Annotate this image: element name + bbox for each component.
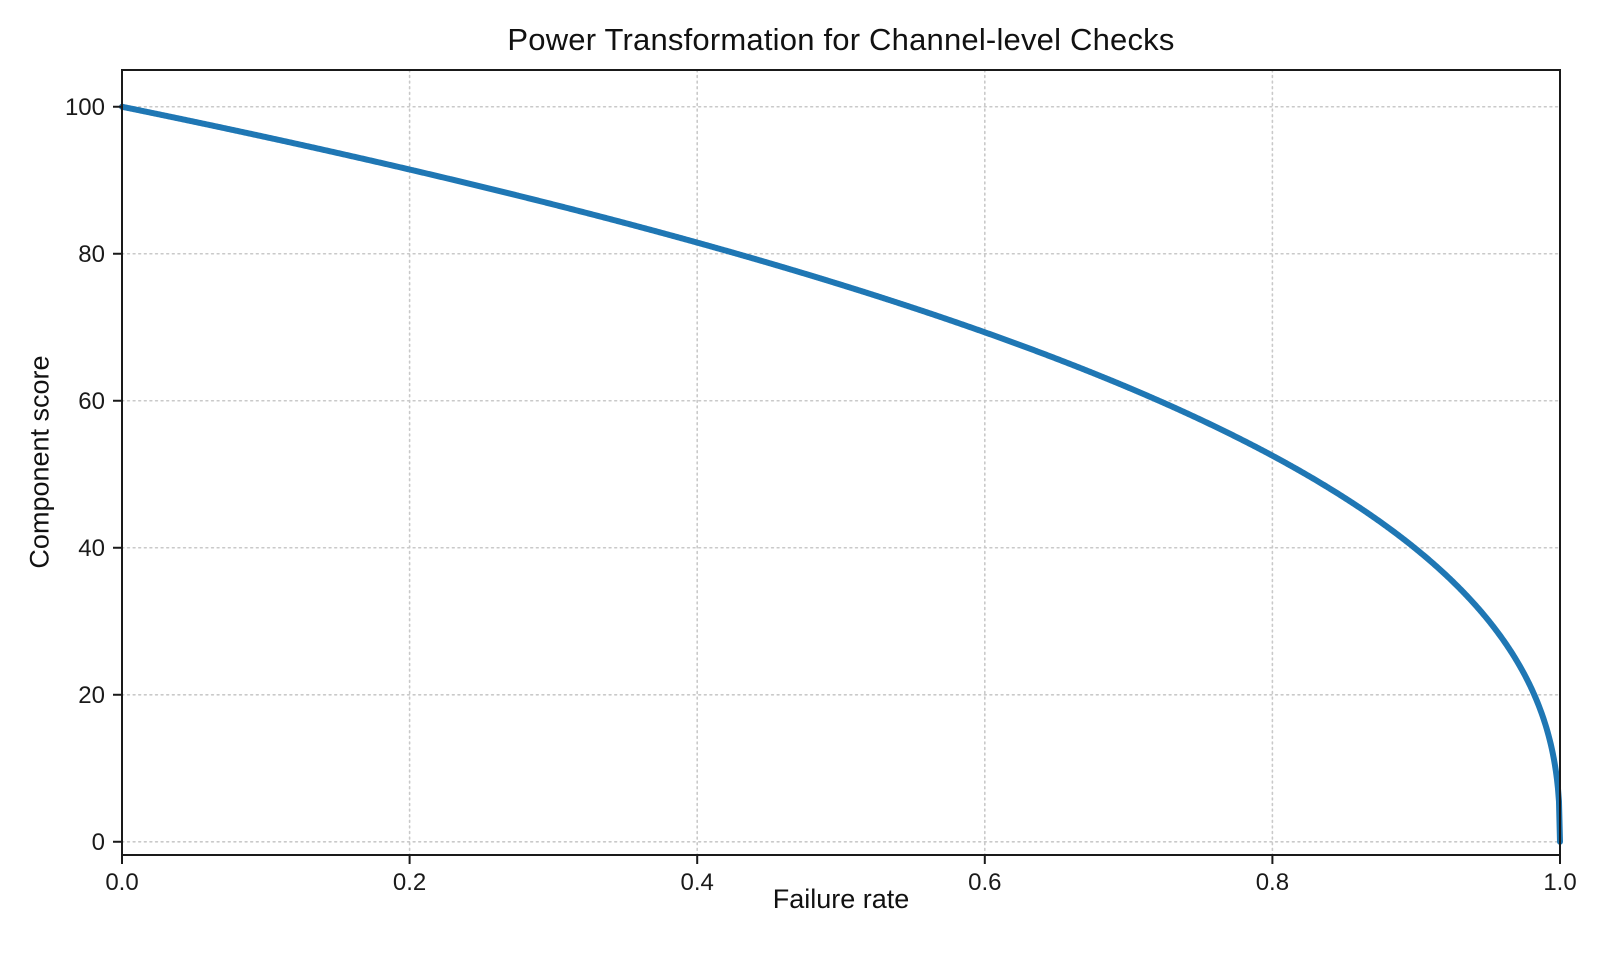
data-series-line (119, 103, 1563, 845)
y-tick-label: 0 (92, 829, 105, 856)
axes-spines (121, 69, 1561, 856)
y-axis-label: Component score (24, 355, 55, 569)
x-tick-label: 0.2 (393, 869, 426, 896)
x-tick-label: 0.8 (1256, 869, 1289, 896)
x-axis-label: Failure rate (772, 884, 910, 914)
chart-title: Power Transformation for Channel-level C… (507, 22, 1175, 57)
y-tick-label: 60 (78, 388, 105, 415)
y-tick-label: 40 (78, 535, 105, 562)
y-tick-label: 100 (65, 94, 105, 121)
x-tick-label: 0.0 (105, 869, 138, 896)
x-tick-label: 0.4 (681, 869, 714, 896)
x-tick-label: 0.6 (968, 869, 1001, 896)
y-tick-label: 20 (78, 682, 105, 709)
y-tick-label: 80 (78, 241, 105, 268)
x-tick-label: 1.0 (1543, 869, 1576, 896)
